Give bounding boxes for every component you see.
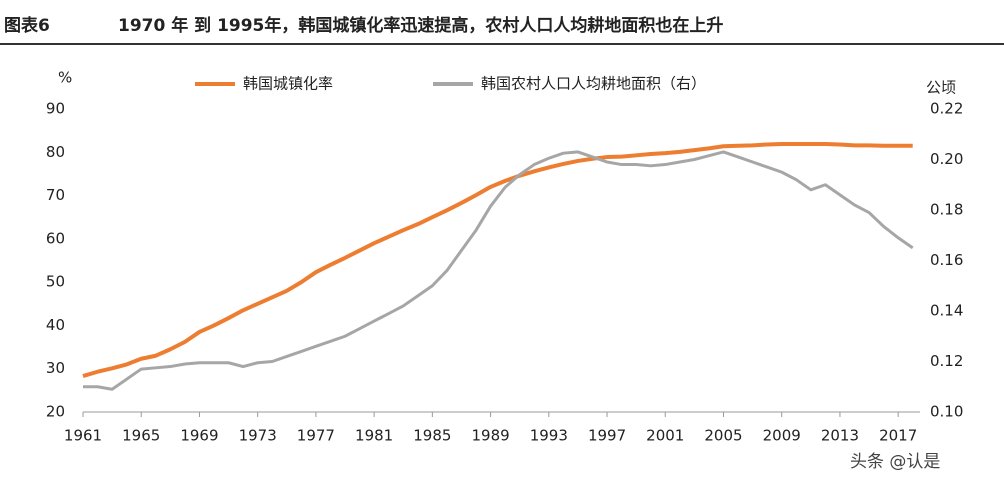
x-tick-label: 1977 — [297, 427, 335, 445]
x-tick-label: 2009 — [763, 427, 801, 445]
y2-tick-label: 0.22 — [930, 100, 963, 118]
y-tick-label: 30 — [46, 359, 65, 377]
x-tick-label: 2005 — [704, 427, 742, 445]
y-tick-label: 80 — [46, 143, 65, 161]
x-tick-label: 2013 — [821, 427, 859, 445]
x-tick-label: 1989 — [471, 427, 509, 445]
x-tick-label: 1973 — [239, 427, 277, 445]
x-tick-label: 1969 — [180, 427, 218, 445]
chart-title: 1970 年 到 1995年，韩国城镇化率迅速提高，农村人口人均耕地面积也在上升 — [118, 15, 723, 36]
x-tick-label: 1997 — [588, 427, 626, 445]
watermark: 头条 @认是 — [850, 452, 940, 472]
y-axis-label: % — [58, 69, 72, 87]
x-tick-label: 1981 — [355, 427, 393, 445]
y2-tick-label: 0.10 — [930, 403, 963, 421]
y2-tick-label: 0.16 — [930, 251, 963, 269]
y-tick-label: 90 — [46, 100, 65, 118]
y-tick-label: 60 — [46, 229, 65, 247]
y2-axis-label: 公顷 — [926, 79, 956, 97]
legend-label: 韩国城镇化率 — [243, 75, 333, 93]
x-tick-label: 1993 — [530, 427, 568, 445]
y2-tick-label: 0.20 — [930, 150, 963, 168]
y-tick-label: 50 — [46, 273, 65, 291]
figure-label: 图表6 — [4, 15, 50, 36]
y2-tick-label: 0.12 — [930, 352, 963, 370]
y-tick-label: 20 — [46, 403, 65, 421]
y2-tick-label: 0.14 — [930, 302, 963, 320]
x-tick-label: 2017 — [879, 427, 917, 445]
x-tick-label: 1965 — [122, 427, 160, 445]
series-line — [83, 150, 914, 391]
y-tick-label: 40 — [46, 316, 65, 334]
x-tick-label: 1961 — [64, 427, 102, 445]
y-tick-label: 70 — [46, 186, 65, 204]
x-tick-label: 1985 — [413, 427, 451, 445]
y2-tick-label: 0.18 — [930, 201, 963, 219]
series-line — [82, 142, 913, 378]
x-tick-label: 2001 — [646, 427, 684, 445]
legend-label: 韩国农村人口人均耕地面积（右） — [481, 75, 706, 93]
